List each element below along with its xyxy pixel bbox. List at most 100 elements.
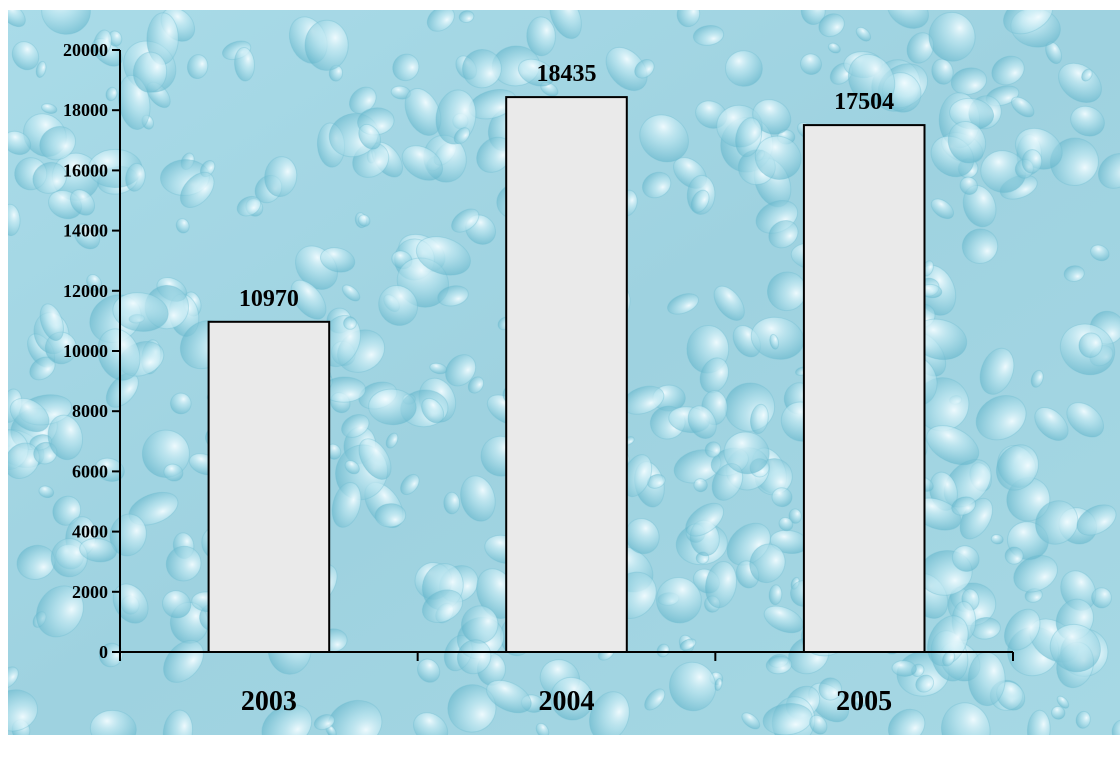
water-droplet bbox=[234, 46, 255, 82]
water-droplet bbox=[1081, 68, 1093, 82]
water-droplet bbox=[1090, 244, 1110, 262]
water-droplet bbox=[961, 228, 999, 264]
water-droplet bbox=[1051, 705, 1066, 720]
water-droplet bbox=[947, 121, 987, 164]
water-droplet bbox=[443, 491, 461, 515]
water-droplet bbox=[550, 676, 594, 721]
data-label-2005: 17504 bbox=[834, 89, 894, 115]
water-droplet bbox=[1004, 546, 1024, 565]
water-droplet bbox=[341, 414, 370, 438]
water-droplet bbox=[930, 198, 955, 220]
water-droplet bbox=[788, 508, 802, 524]
water-droplet bbox=[714, 678, 723, 691]
water-droplet bbox=[451, 208, 480, 233]
water-droplet bbox=[429, 362, 448, 375]
water-droplet bbox=[655, 576, 702, 624]
water-droplet bbox=[1070, 105, 1105, 137]
water-droplet bbox=[378, 285, 419, 326]
bar-2003 bbox=[207, 320, 331, 653]
water-droplet bbox=[749, 543, 786, 584]
y-tick-label: 16000 bbox=[63, 160, 108, 180]
water-droplet bbox=[931, 58, 954, 85]
water-droplet bbox=[1049, 137, 1099, 186]
water-droplet bbox=[634, 58, 655, 79]
water-droplet bbox=[1049, 623, 1101, 673]
water-droplet bbox=[975, 395, 1027, 441]
water-droplet bbox=[437, 285, 469, 307]
water-droplet bbox=[768, 584, 783, 606]
water-droplet bbox=[750, 403, 769, 435]
water-droplet bbox=[1035, 500, 1079, 545]
water-droplet bbox=[426, 10, 455, 32]
water-droplet bbox=[461, 49, 502, 89]
water-droplet bbox=[1063, 265, 1085, 282]
water-droplet bbox=[374, 503, 407, 528]
water-droplet bbox=[687, 405, 717, 439]
water-droplet bbox=[86, 274, 103, 291]
y-tick-label: 20000 bbox=[63, 40, 108, 60]
water-droplet bbox=[713, 285, 745, 321]
water-droplet bbox=[8, 689, 38, 732]
water-droplet bbox=[641, 171, 672, 199]
water-droplet bbox=[89, 709, 137, 735]
water-droplet bbox=[1056, 695, 1070, 709]
water-droplet bbox=[1003, 608, 1041, 651]
water-droplet bbox=[549, 10, 582, 40]
water-droplet bbox=[163, 639, 204, 683]
water-droplet bbox=[41, 10, 91, 35]
water-droplet bbox=[179, 171, 215, 209]
y-tick-label: 18000 bbox=[63, 100, 108, 120]
water-droplet bbox=[927, 615, 969, 667]
water-droplet bbox=[47, 414, 84, 461]
water-droplet bbox=[1066, 402, 1105, 438]
water-droplet bbox=[169, 392, 192, 415]
water-droplet bbox=[769, 333, 780, 350]
water-droplet bbox=[886, 10, 929, 29]
water-droplet bbox=[667, 293, 699, 315]
water-droplet bbox=[416, 658, 441, 683]
water-droplet bbox=[11, 41, 40, 71]
water-droplet bbox=[400, 473, 420, 496]
water-droplet bbox=[768, 220, 799, 249]
water-droplet bbox=[343, 316, 357, 330]
water-droplet bbox=[1003, 10, 1054, 35]
water-droplet bbox=[765, 655, 793, 675]
water-droplet bbox=[605, 46, 648, 92]
water-droplet bbox=[928, 11, 976, 62]
water-droplet bbox=[8, 130, 32, 156]
water-droplet bbox=[669, 661, 717, 712]
y-tick-label: 12000 bbox=[63, 281, 108, 301]
water-droplet bbox=[967, 651, 1006, 707]
water-droplet bbox=[692, 24, 725, 46]
water-droplet bbox=[646, 473, 666, 489]
water-droplet bbox=[165, 545, 202, 582]
water-droplet bbox=[73, 223, 101, 250]
water-droplet bbox=[818, 677, 842, 701]
water-droplet bbox=[1030, 369, 1044, 388]
water-droplet bbox=[809, 714, 828, 735]
water-droplet bbox=[313, 714, 335, 731]
water-droplet bbox=[517, 58, 555, 87]
water-droplet bbox=[32, 161, 67, 194]
water-droplet bbox=[704, 441, 722, 458]
water-droplet bbox=[656, 643, 670, 658]
water-droplet bbox=[357, 214, 371, 227]
water-droplet bbox=[358, 123, 382, 150]
y-tick-label: 8000 bbox=[72, 401, 108, 421]
water-droplet bbox=[35, 60, 47, 78]
water-droplet bbox=[762, 703, 813, 735]
water-droplet bbox=[98, 642, 124, 668]
water-droplet bbox=[261, 703, 313, 735]
water-droplet bbox=[39, 303, 64, 341]
water-droplet bbox=[264, 156, 298, 198]
water-droplet bbox=[486, 679, 532, 714]
water-droplet bbox=[1076, 504, 1117, 536]
water-droplet bbox=[415, 236, 471, 276]
water-droplet bbox=[854, 696, 871, 707]
water-droplet bbox=[1091, 587, 1112, 609]
y-tick-label: 10000 bbox=[63, 341, 108, 361]
water-droplet bbox=[1075, 710, 1091, 729]
x-category-label-2004: 2004 bbox=[539, 686, 595, 717]
water-droplet bbox=[50, 538, 88, 578]
water-droplet bbox=[891, 660, 917, 677]
